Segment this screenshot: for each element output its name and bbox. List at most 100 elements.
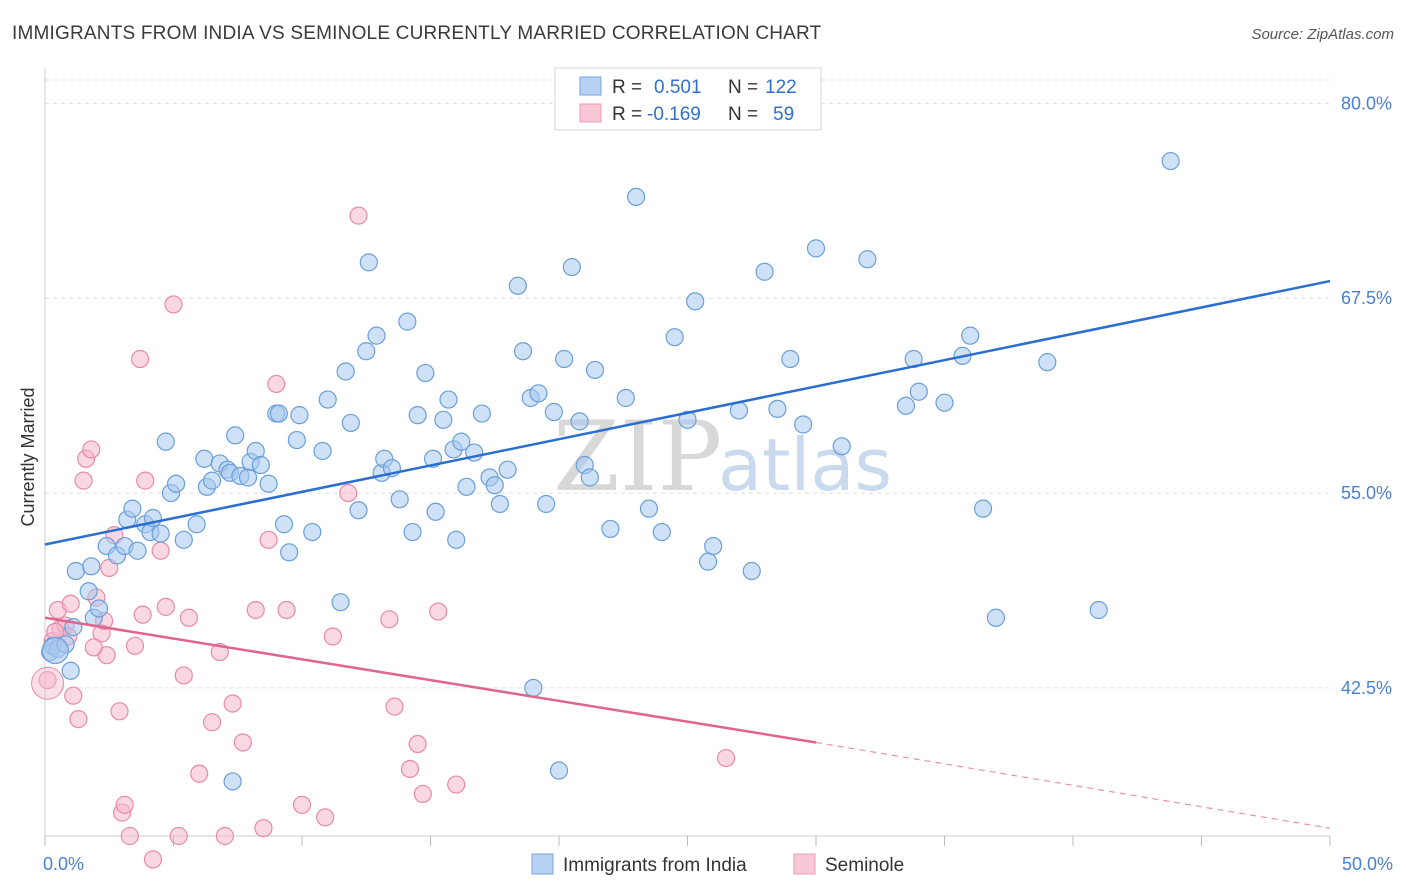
india-point-28 xyxy=(202,471,222,490)
seminole-point-50 xyxy=(408,734,427,754)
india-point-97 xyxy=(686,292,705,311)
india-point-6 xyxy=(66,561,85,581)
india-point-57 xyxy=(390,490,409,509)
seminole-point-43 xyxy=(316,808,335,827)
x-tick-labels: 0.0% 50.0% xyxy=(43,854,1393,874)
bottom-legend-label-seminole: Seminole xyxy=(825,855,904,876)
india-point-49 xyxy=(341,413,360,433)
seminole-point-34 xyxy=(215,826,234,846)
india-point-large xyxy=(41,636,69,665)
india-point-34 xyxy=(238,468,258,487)
india-point-43 xyxy=(290,406,309,425)
india-point-23 xyxy=(166,474,186,493)
seminole-point-19 xyxy=(115,795,134,814)
india-point-69 xyxy=(457,477,476,496)
india-point-59 xyxy=(403,522,422,542)
seminole-point-8 xyxy=(69,709,88,729)
legend-n-label-india: N = xyxy=(728,77,758,98)
india-point-64 xyxy=(434,410,453,429)
seminole-point-30 xyxy=(179,608,199,627)
y-tick-labels: 42.5% 55.0% 67.5% 80.0% xyxy=(1341,93,1392,698)
india-point-60 xyxy=(408,406,427,425)
india-point-9 xyxy=(82,557,101,576)
seminole-trend-extension xyxy=(815,741,1331,829)
india-point-20 xyxy=(151,524,170,543)
india-point-32 xyxy=(226,426,245,445)
india-point-25 xyxy=(187,515,206,534)
legend-n-value-india: 122 xyxy=(765,77,797,98)
india-point-46 xyxy=(318,390,337,409)
india-point-38 xyxy=(259,474,278,493)
india-point-107 xyxy=(832,437,851,456)
seminole-point-46 xyxy=(349,206,368,225)
seminole-point-54 xyxy=(716,748,736,768)
chart-source: Source: ZipAtlas.com xyxy=(1251,26,1394,43)
series-legend: Immigrants from India Seminole xyxy=(531,853,904,876)
india-point-83 xyxy=(549,761,569,780)
seminole-point-32 xyxy=(202,713,222,732)
seminole-point-39 xyxy=(259,530,278,549)
india-point-115 xyxy=(973,499,993,518)
seminole-point-0 xyxy=(38,671,57,690)
seminole-point-37 xyxy=(246,600,265,620)
seminole-point-47 xyxy=(380,610,399,629)
stats-legend: R = 0.501 N = 122 R = -0.169 N = 59 xyxy=(554,67,822,131)
seminole-points xyxy=(31,206,736,869)
seminole-point-42 xyxy=(292,795,312,814)
watermark-atlas: atlas xyxy=(718,423,892,507)
india-point-89 xyxy=(585,360,605,380)
seminole-point-28 xyxy=(169,826,188,846)
seminole-point-35 xyxy=(223,694,242,713)
india-point-80 xyxy=(524,678,543,698)
india-point-47 xyxy=(331,593,350,612)
seminole-point-29 xyxy=(174,666,193,685)
india-point-106 xyxy=(806,239,826,258)
india-point-103 xyxy=(768,399,787,418)
india-point-121 xyxy=(269,404,288,423)
seminole-point-55 xyxy=(133,605,152,624)
india-point-117 xyxy=(1038,353,1057,372)
x-tick-label-1: 50.0% xyxy=(1342,854,1393,874)
chart-title: IMMIGRANTS FROM INDIA VS SEMINOLE CURREN… xyxy=(12,23,822,44)
seminole-point-36 xyxy=(233,733,252,752)
india-point-86 xyxy=(570,412,589,431)
india-point-88 xyxy=(580,468,599,487)
india-point-112 xyxy=(935,393,954,412)
y-tick-label-2: 67.5% xyxy=(1341,288,1392,308)
india-point-37 xyxy=(251,455,270,475)
india-point-77 xyxy=(513,342,533,361)
india-point-109 xyxy=(896,396,916,415)
india-point-101 xyxy=(742,561,761,581)
seminole-point-21 xyxy=(125,636,145,655)
watermark: ZIP atlas xyxy=(553,401,892,513)
legend-n-value-seminole: 59 xyxy=(773,104,794,125)
legend-swatch-india xyxy=(579,76,602,96)
india-point-85 xyxy=(562,257,581,277)
india-point-4 xyxy=(61,661,80,680)
india-point-65 xyxy=(439,390,458,409)
legend-n-label-seminole: N = xyxy=(728,104,758,125)
legend-r-label-seminole: R = xyxy=(612,104,642,125)
seminole-point-25 xyxy=(151,541,170,560)
india-point-58 xyxy=(398,312,417,331)
x-tick-label-0: 0.0% xyxy=(43,854,84,874)
india-point-71 xyxy=(472,404,491,423)
seminole-point-27 xyxy=(164,295,183,314)
seminole-point-45 xyxy=(339,483,358,503)
bottom-legend-swatch-india xyxy=(531,853,554,875)
seminole-point-6 xyxy=(61,594,80,613)
y-tick-label-0: 42.5% xyxy=(1341,678,1392,698)
india-point-15 xyxy=(123,499,142,518)
india-point-21 xyxy=(156,432,175,451)
india-point-114 xyxy=(961,326,980,345)
india-point-10 xyxy=(89,599,109,618)
india-point-120 xyxy=(223,772,242,791)
seminole-point-7 xyxy=(64,686,83,705)
india-point-102 xyxy=(755,262,774,281)
india-point-104 xyxy=(781,349,800,369)
legend-r-label-india: R = xyxy=(612,77,642,98)
legend-r-value-india: 0.501 xyxy=(654,77,702,98)
india-point-51 xyxy=(357,342,376,361)
india-point-16 xyxy=(128,541,147,560)
